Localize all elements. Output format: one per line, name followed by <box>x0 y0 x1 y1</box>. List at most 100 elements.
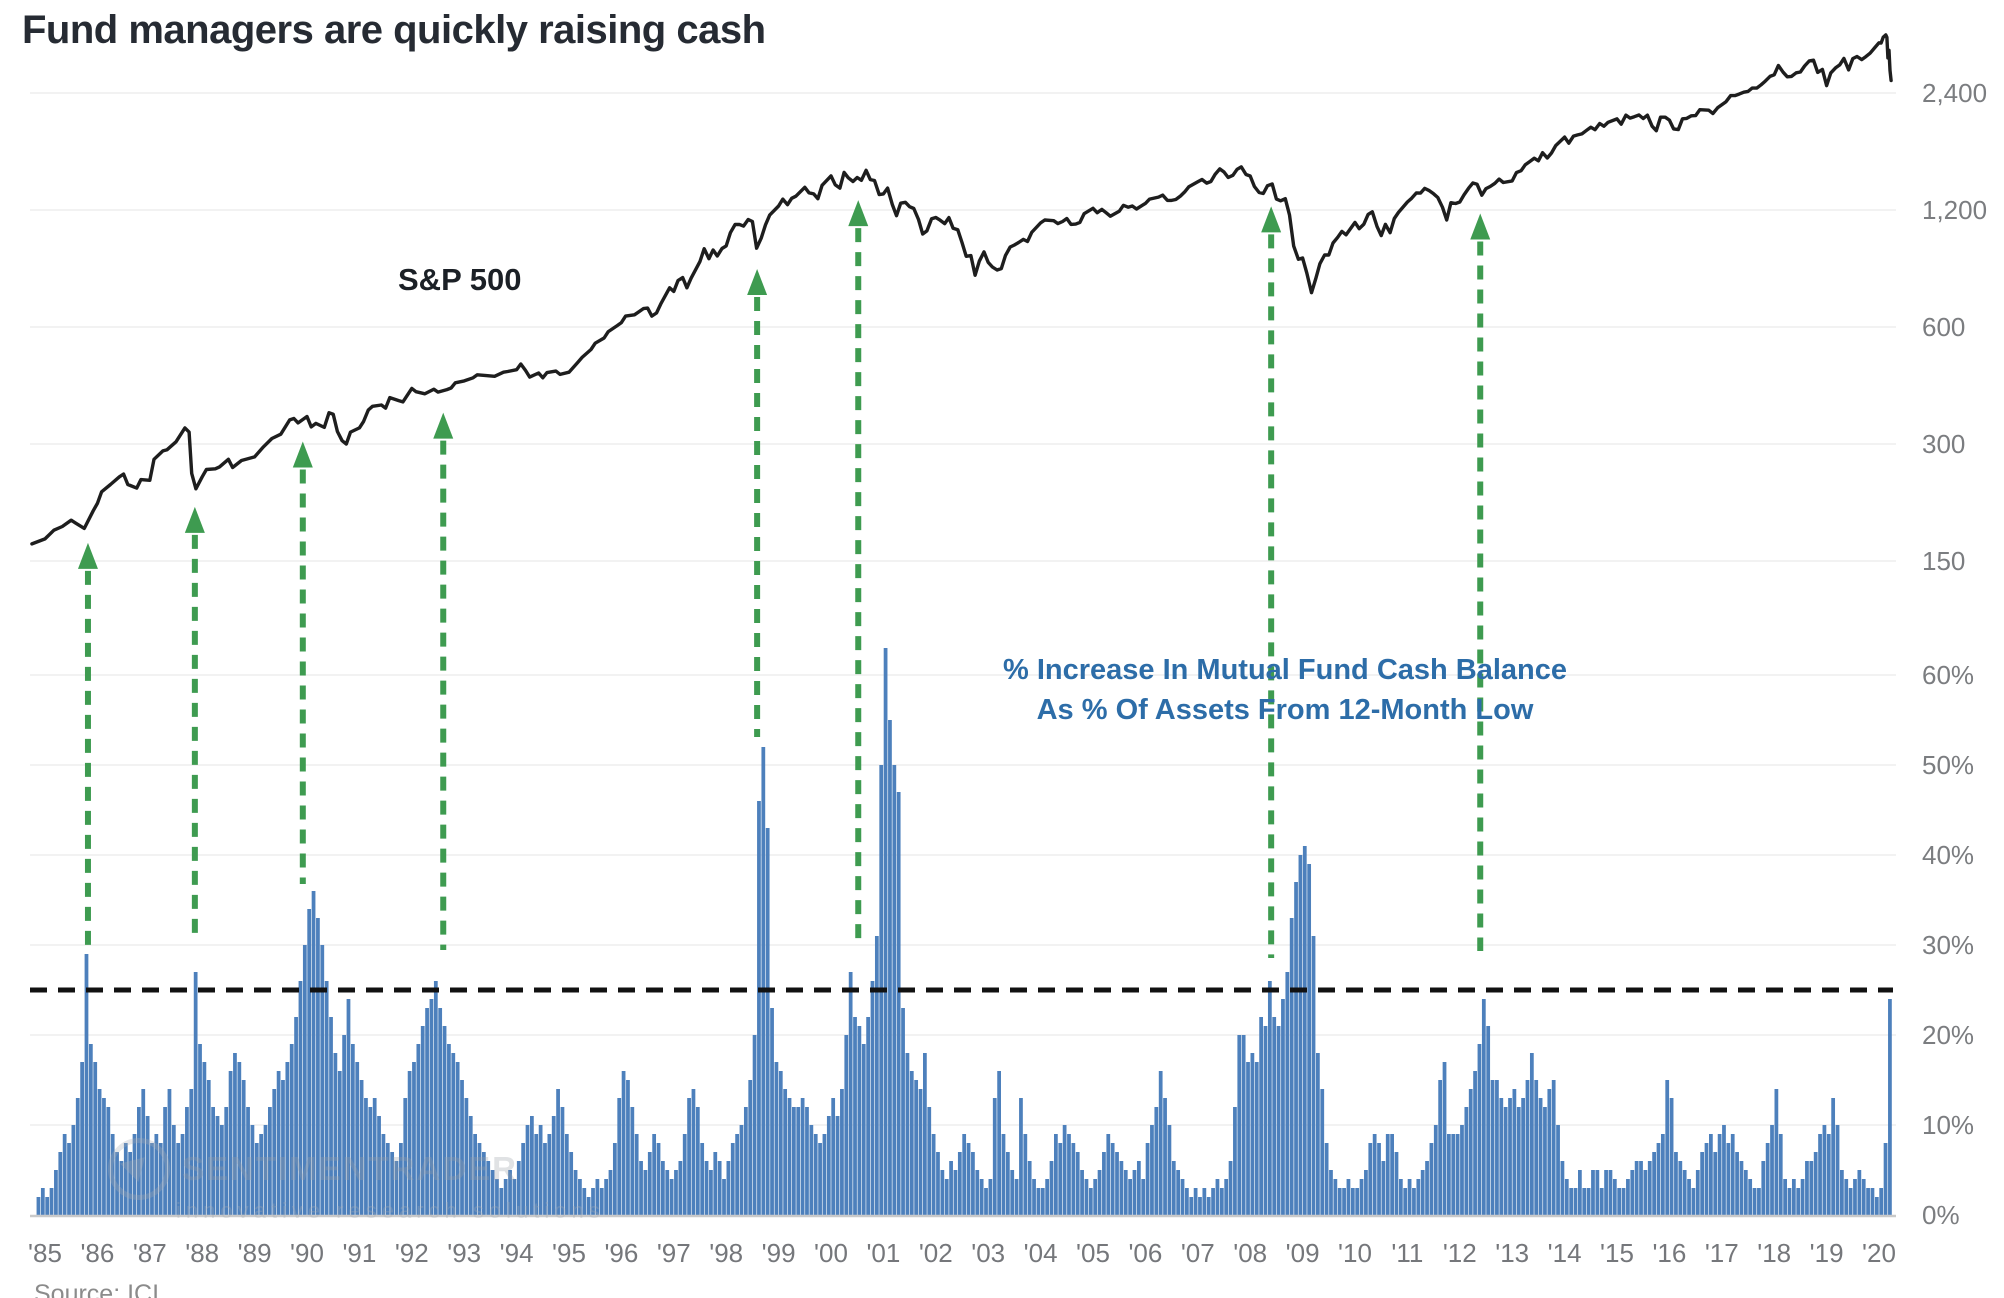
cash-bar <box>1809 1161 1814 1216</box>
cash-bar <box>1473 1071 1477 1216</box>
cash-bar <box>1355 1188 1360 1216</box>
cash-bar <box>896 792 901 1216</box>
cash-bar <box>460 1080 464 1216</box>
cash-bar <box>1403 1188 1408 1216</box>
cash-bar <box>1254 1062 1259 1216</box>
cash-bar <box>1364 1170 1368 1216</box>
cash-bar <box>1599 1188 1604 1216</box>
cash-bar <box>560 1107 565 1216</box>
cash-bar <box>691 1089 696 1216</box>
sp500-series-label: S&P 500 <box>398 262 522 297</box>
cash-bar <box>119 1161 124 1216</box>
cash-bar <box>285 1062 290 1216</box>
cash-bar <box>1019 1098 1023 1216</box>
cash-bar <box>1486 1026 1491 1216</box>
cash-bar <box>1660 1134 1665 1216</box>
cash-bar <box>1281 999 1285 1216</box>
cash-bar <box>1626 1179 1630 1216</box>
cash-bar <box>1110 1143 1115 1216</box>
cash-bar <box>1180 1179 1185 1216</box>
cash-bar <box>1062 1125 1067 1216</box>
cash-bar <box>215 1116 220 1216</box>
cash-bar <box>1246 1062 1250 1216</box>
cash-bar <box>1447 1134 1451 1216</box>
cash-bar <box>276 1071 281 1216</box>
cash-bar <box>1285 972 1290 1216</box>
cash-bar <box>722 1179 726 1216</box>
cash-bar <box>316 918 320 1216</box>
cash-bar <box>888 720 892 1216</box>
cash-bar <box>145 1116 150 1216</box>
cash-bar <box>1093 1179 1098 1216</box>
cash-bar <box>700 1143 705 1216</box>
cash-bar <box>128 1152 133 1216</box>
cash-bar <box>1420 1170 1425 1216</box>
cash-bar <box>1774 1089 1779 1216</box>
cash-bar <box>176 1143 181 1216</box>
cash-bar <box>102 1098 106 1216</box>
cash-bar <box>45 1197 50 1216</box>
x-axis-label: '20 <box>1862 1238 1896 1268</box>
cash-bar <box>36 1197 41 1216</box>
cash-bar <box>1691 1188 1696 1216</box>
cash-bar <box>966 1143 971 1216</box>
cash-bar <box>853 1017 857 1216</box>
cash-bar <box>582 1188 587 1216</box>
cash-bar <box>1005 1152 1010 1216</box>
cash-bar <box>1442 1062 1447 1216</box>
cash-bar <box>263 1125 268 1216</box>
cash-bar <box>123 1143 128 1216</box>
cash-bar <box>805 1107 809 1216</box>
cash-bar <box>1032 1179 1036 1216</box>
cash-bar <box>481 1152 486 1216</box>
cash-bar <box>58 1152 63 1216</box>
cash-bar <box>1233 1107 1237 1216</box>
cash-bar <box>927 1107 932 1216</box>
cash-bar <box>595 1179 600 1216</box>
cash-bar <box>54 1170 58 1216</box>
x-axis-label: '04 <box>1024 1238 1058 1268</box>
cash-bar <box>800 1098 805 1216</box>
cash-bar <box>1582 1188 1587 1216</box>
cash-bar <box>281 1080 285 1216</box>
cash-bar <box>1547 1089 1552 1216</box>
cash-bar <box>346 999 351 1216</box>
cash-bar <box>1499 1098 1504 1216</box>
cash-bar <box>1276 1026 1281 1216</box>
cash-bar <box>447 1044 451 1216</box>
cash-bar <box>1791 1179 1796 1216</box>
cash-bar <box>761 747 766 1216</box>
cash-bar <box>93 1062 98 1216</box>
cash-bar <box>936 1152 940 1216</box>
cash-bar <box>464 1098 469 1216</box>
cash-bar <box>1141 1179 1146 1216</box>
x-axis-label: '00 <box>814 1238 848 1268</box>
cash-bar <box>241 1080 246 1216</box>
cash-bar <box>844 1035 849 1216</box>
cash-bar <box>1853 1179 1857 1216</box>
cash-series-annotation: % Increase In Mutual Fund Cash Balance A… <box>955 650 1615 730</box>
cash-axis-label: 30% <box>1922 930 1974 960</box>
cash-bar <box>608 1170 613 1216</box>
x-axis-label: '99 <box>762 1238 796 1268</box>
cash-bar <box>783 1089 788 1216</box>
cash-bar <box>709 1170 713 1216</box>
x-axis-label: '10 <box>1338 1238 1372 1268</box>
sp500-line <box>30 33 1893 546</box>
cash-bar <box>1835 1125 1840 1216</box>
cash-bar <box>503 1179 508 1216</box>
cash-bar <box>180 1134 185 1216</box>
cash-bar <box>661 1161 665 1216</box>
cash-bar <box>1525 1080 1530 1216</box>
cash-bar <box>1425 1161 1429 1216</box>
cash-bar <box>962 1134 967 1216</box>
cash-bar <box>1267 981 1272 1216</box>
cash-bar <box>643 1170 648 1216</box>
cash-axis-label: 0% <box>1922 1200 1960 1230</box>
cash-axis-label: 60% <box>1922 660 1974 690</box>
cash-bar <box>1822 1125 1827 1216</box>
event-arrow-head <box>184 506 205 533</box>
cash-bar <box>1302 846 1307 1216</box>
cash-bar <box>1477 1044 1482 1216</box>
cash-bar <box>1612 1179 1617 1216</box>
